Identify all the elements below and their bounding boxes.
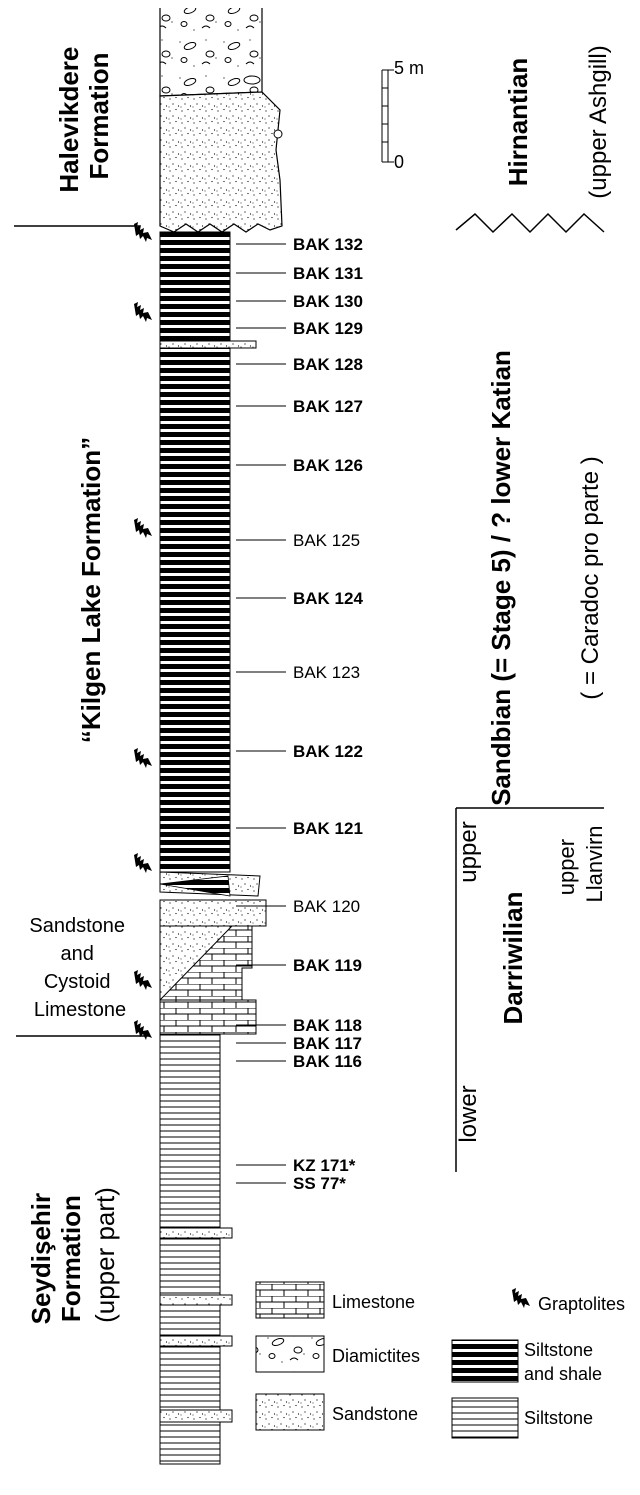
- graptolite-icon: [134, 222, 152, 242]
- sand-interbed: [159, 1335, 233, 1347]
- wedge-edge: [159, 875, 231, 897]
- scale-top-label: 5 m: [394, 58, 424, 78]
- stage-upper-ashgill: (upper Ashgill): [585, 45, 612, 198]
- graptolite-icon: [134, 302, 152, 322]
- scale-bar: 5 m 0: [381, 58, 424, 172]
- legend-swatch-siltstone-shale: [451, 1339, 519, 1383]
- legend-graptolite-icon: [512, 1288, 530, 1308]
- sample-label: BAK 122: [293, 742, 363, 761]
- formation-label-halevikdere: Halevikdere Formation: [54, 39, 114, 192]
- stage-caradoc: ( = Caradoc pro parte ): [577, 456, 604, 699]
- sample-label: BAK 131: [293, 264, 363, 283]
- sandstone-unit-upper: [159, 91, 283, 233]
- sand-triangle: [159, 925, 234, 1002]
- scale-bottom-label: 0: [394, 152, 404, 172]
- formation-label-seydisehir: Seydişehir Formation (upper part): [26, 1186, 120, 1325]
- unconformity-zigzag: [455, 212, 605, 234]
- sample-label: BAK 124: [293, 589, 363, 608]
- siltstone-shale-unit: [159, 231, 231, 873]
- graptolite-icon: [134, 970, 152, 990]
- sample-label: BAK 123: [293, 663, 360, 682]
- sample-label: BAK 125: [293, 531, 360, 550]
- graptolite-icon: [134, 1020, 152, 1040]
- sample-label: BAK 116: [293, 1052, 362, 1071]
- stage-lower: lower: [455, 1085, 482, 1142]
- sand-interbed: [159, 1227, 233, 1239]
- sample-label: BAK 118: [293, 1016, 362, 1035]
- graptolite-icon: [134, 518, 152, 538]
- formation-label-sandstone-cystoid: Sandstone and Cystoid Limestone: [29, 915, 130, 1021]
- graptolite-icon: [512, 1288, 530, 1308]
- sample-label: BAK 119: [293, 956, 362, 975]
- legend-label-diamictites: Diamictites: [332, 1346, 420, 1366]
- sample-label: BAK 129: [293, 319, 363, 338]
- sample-label: BAK 120: [293, 897, 360, 916]
- sample-label: KZ 171*: [293, 1156, 356, 1175]
- formation-label-kilgen: “Kilgen Lake Formation”: [76, 437, 106, 743]
- sample-label: BAK 117: [293, 1034, 362, 1053]
- siltstone-unit: [159, 1033, 221, 1465]
- sand-interbed: [159, 1294, 233, 1306]
- legend-swatch-limestone: [255, 1281, 325, 1319]
- sandstone-bed: [159, 899, 267, 927]
- sample-label: SS 77*: [293, 1174, 346, 1193]
- legend-swatch-diamictites: [255, 1335, 325, 1373]
- legend-label-siltstone: Siltstone: [524, 1408, 593, 1428]
- sample-label: BAK 127: [293, 397, 363, 416]
- graptolite-icon: [134, 853, 152, 873]
- thin-sand-bed: [159, 340, 257, 349]
- stage-upper: upper: [455, 821, 482, 882]
- graptolite-markers: [134, 222, 152, 1040]
- clast-shape: [243, 75, 261, 85]
- sample-label: BAK 126: [293, 456, 363, 475]
- legend-label-sandstone: Sandstone: [332, 1404, 418, 1424]
- clast-shape: [273, 129, 283, 139]
- stratigraphic-column: [159, 8, 283, 1465]
- limestone-bed: [159, 999, 257, 1035]
- sample-label: BAK 130: [293, 292, 363, 311]
- sample-labels: BAK 132 BAK 131 BAK 130 BAK 129 BAK 128 BAK 1…: [236, 235, 363, 1193]
- legend-label-graptolites: Graptolites: [538, 1294, 625, 1314]
- sample-label: BAK 121: [293, 819, 363, 838]
- stage-hirnantian: Hirnantian: [503, 58, 533, 187]
- legend: Limestone Diamictites Sandstone Graptoli…: [255, 1281, 625, 1439]
- stage-upper-llanvirn: upper Llanvirn: [554, 825, 607, 902]
- sample-label: BAK 128: [293, 355, 363, 374]
- legend-label-limestone: Limestone: [332, 1292, 415, 1312]
- sample-label: BAK 132: [293, 235, 363, 254]
- graptolite-icon: [134, 748, 152, 768]
- legend-swatch-sandstone: [255, 1393, 325, 1431]
- sand-interbed: [159, 1409, 233, 1423]
- legend-swatch-siltstone: [451, 1397, 519, 1439]
- legend-label-siltstone-shale: Siltstone and shale: [524, 1340, 602, 1384]
- stage-sandbian-katian: Sandbian (= Stage 5) / ? lower Katian: [486, 350, 516, 806]
- stage-darriwilian: Darriwilian: [498, 892, 528, 1025]
